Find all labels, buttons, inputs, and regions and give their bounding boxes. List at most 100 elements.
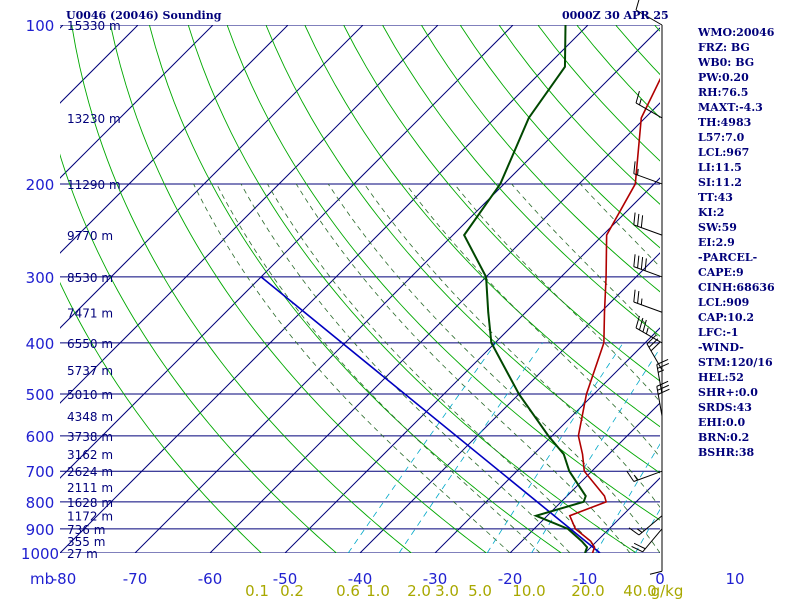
wind-barb-staff (656, 386, 663, 416)
wind-barb (633, 289, 663, 313)
wind-barb-staff (633, 470, 663, 482)
index-line: WMO:20046 (698, 26, 775, 39)
index-line: MAXT:-4.3 (698, 101, 763, 114)
wind-barb (626, 470, 663, 482)
wind-barb-full (657, 384, 669, 391)
index-line: LCL:967 (698, 146, 750, 159)
pressure-tick-label: 300 (26, 269, 55, 287)
wind-barb-half (637, 168, 639, 176)
wind-barb-full (635, 315, 640, 329)
dry-adiabat (187, 25, 638, 553)
wind-barb-full (657, 362, 669, 369)
index-line: CINH:68636 (698, 281, 775, 294)
dry-adiabat (382, 25, 660, 337)
wind-barb-full (637, 255, 640, 269)
mixing-ratio-label: 20.0 (571, 582, 604, 600)
isotherm-line (509, 402, 660, 553)
wind-barb-full (633, 289, 636, 303)
pressure-tick-label: 200 (26, 176, 55, 194)
index-line: LFC:-1 (698, 326, 739, 339)
wind-barb-half (639, 98, 642, 106)
mixing-ratio-label: 5.0 (468, 582, 492, 600)
height-label: 736 m (67, 523, 105, 537)
wind-barb-half (657, 369, 665, 373)
isotherm-line (60, 25, 589, 553)
wind-barb (656, 380, 670, 416)
station-title: U0046 (20046) Sounding (66, 9, 222, 22)
wind-barb-staff (635, 9, 663, 26)
isotherm-line (60, 25, 289, 254)
wind-barb-full (642, 319, 647, 333)
wind-barb-half (636, 528, 643, 533)
index-line: -PARCEL- (698, 251, 758, 264)
wind-barb-full (633, 542, 646, 550)
index-line: BRN:0.2 (698, 431, 750, 444)
wind-barb-staff (635, 327, 663, 344)
wind-barb (646, 334, 663, 371)
temperature-tick-label: -60 (198, 570, 223, 588)
index-line: TT:43 (698, 191, 733, 204)
wind-barb-full (631, 545, 643, 553)
index-line: EI:2.9 (698, 236, 735, 249)
wind-barb-staff (633, 301, 663, 313)
moist-adiabat (364, 183, 660, 508)
dry-adiabat (110, 25, 488, 553)
wind-barb (635, 0, 663, 26)
temperature-tick-label: -70 (123, 570, 148, 588)
dewpoint-trace (462, 25, 589, 553)
isotherm-line (60, 25, 364, 329)
index-line: LCL:909 (698, 296, 750, 309)
height-label: 9770 m (67, 229, 113, 243)
mixing-ratio-label: 1.0 (366, 582, 390, 600)
wind-barb-full (639, 317, 644, 331)
stability-indices-panel: WMO:20046 FRZ: BG WB0: BG PW:0.20 RH:76.5 MAX… (698, 25, 798, 460)
wind-barb-full (646, 334, 657, 345)
temperature-tick-label: 0 (655, 570, 665, 588)
dry-adiabat (60, 153, 338, 553)
mixing-ratio-label: 3.0 (435, 582, 459, 600)
wind-barb-full (635, 90, 640, 104)
temperature-tick-label: -40 (348, 570, 373, 588)
wind-barb-half (633, 474, 638, 481)
index-line: CAPE:9 (698, 266, 744, 279)
wind-barb (635, 315, 663, 344)
wind-barb-full (644, 258, 647, 271)
dry-adiabat (265, 25, 660, 474)
isotherm-line (60, 25, 439, 404)
wind-barb-full (633, 161, 636, 174)
mixing-ratio-line (531, 347, 660, 553)
temperature-tick-label: -80 (52, 570, 77, 588)
mixing-ratio-label: 2.0 (407, 582, 431, 600)
isotherm-line (209, 102, 660, 553)
index-line: PW:0.20 (698, 71, 749, 84)
index-line: BSHR:38 (698, 446, 755, 459)
wind-barb-full (633, 212, 636, 225)
height-label: 355 m (67, 535, 105, 549)
wind-barb (633, 212, 663, 236)
isotherm-line (134, 27, 660, 553)
mixing-ratio-label: 0.6 (336, 582, 360, 600)
index-line: TH:4983 (698, 116, 752, 129)
height-label: 6550 m (67, 337, 113, 351)
mixing-ratio-line (398, 342, 543, 553)
wind-barb-full (650, 341, 661, 352)
wind-barb-half (645, 327, 649, 335)
pressure-tick-label: 800 (26, 494, 55, 512)
isotherm-line (359, 252, 660, 553)
dry-adiabat (226, 25, 660, 521)
moist-adiabat (511, 183, 660, 340)
wind-barb-full (626, 470, 635, 482)
wind-barb-staff (633, 173, 663, 185)
height-label: 8530 m (67, 271, 113, 285)
wind-barb-full (633, 254, 636, 267)
dry-adiabat (71, 25, 413, 553)
valid-time: 0000Z 30 APR 25 (562, 9, 669, 22)
mixing-ratio-label: 0.1 (245, 582, 269, 600)
mixing-ratio-line (595, 443, 660, 553)
moist-adiabat (453, 183, 660, 403)
pressure-unit-label: mb (30, 570, 54, 588)
wind-barb-full (648, 338, 659, 348)
wind-barb-full (640, 257, 644, 270)
wind-barb-staff (635, 102, 663, 119)
wind-barb (633, 254, 663, 278)
